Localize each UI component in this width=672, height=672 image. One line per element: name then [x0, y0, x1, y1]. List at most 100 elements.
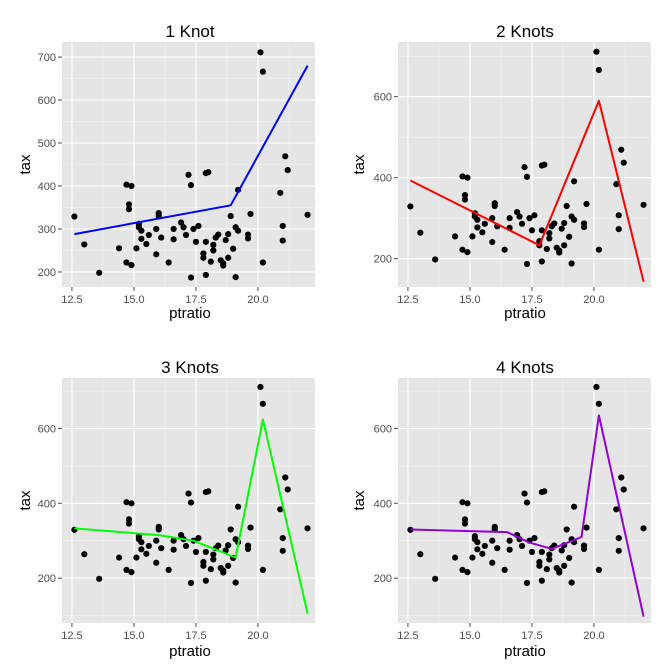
data-point — [528, 227, 536, 234]
data-point — [210, 247, 217, 254]
data-point — [407, 203, 414, 210]
data-point — [165, 566, 172, 573]
data-point — [259, 68, 267, 75]
x-axis-title: ptratio — [504, 643, 546, 660]
data-point — [489, 238, 496, 246]
data-point — [568, 260, 575, 267]
data-point — [561, 242, 568, 249]
data-point — [225, 254, 232, 261]
x-tick-label: 15.0 — [123, 294, 144, 306]
data-point — [556, 249, 563, 256]
data-point — [459, 566, 466, 573]
data-point — [187, 499, 195, 506]
data-point — [461, 516, 469, 523]
data-point — [506, 537, 513, 544]
data-point — [580, 542, 588, 549]
data-point — [123, 181, 130, 188]
data-point — [143, 240, 150, 248]
data-point — [561, 219, 568, 227]
data-point — [481, 220, 488, 227]
data-point — [546, 556, 553, 563]
x-tick-label: 15.0 — [123, 630, 144, 642]
data-point — [615, 212, 622, 219]
data-point — [277, 189, 284, 196]
data-point — [282, 153, 289, 160]
data-point — [202, 577, 209, 584]
data-point — [244, 231, 252, 238]
spline-fit-line — [410, 414, 645, 617]
y-tick-label: 600 — [38, 95, 56, 107]
data-point — [200, 254, 207, 261]
data-point — [232, 274, 239, 281]
data-point — [615, 547, 622, 554]
y-tick-label: 600 — [374, 92, 392, 104]
x-tick-label: 20.0 — [583, 294, 604, 306]
y-axis-title: tax — [17, 154, 34, 175]
data-point — [640, 201, 647, 208]
data-point — [247, 210, 254, 218]
x-tick-label: 17.5 — [521, 294, 542, 306]
data-point — [200, 558, 207, 566]
data-point — [125, 206, 133, 213]
data-point — [138, 227, 145, 234]
data-point — [613, 506, 620, 513]
data-point — [177, 219, 185, 226]
data-point — [123, 566, 130, 573]
y-tick-label: 600 — [374, 423, 392, 435]
data-point — [541, 488, 548, 495]
data-point — [494, 545, 501, 552]
chart-panel-4: 12.5 15.0 17.5 20.0 200 400 600 4 Knots ptratio t… — [351, 358, 651, 660]
data-point — [225, 231, 232, 238]
data-point — [551, 220, 558, 227]
data-point — [115, 245, 123, 252]
x-tick-label: 15.0 — [459, 630, 480, 642]
data-point — [595, 246, 603, 253]
data-point — [526, 215, 533, 222]
data-point — [595, 400, 603, 407]
y-axis-title: tax — [351, 490, 368, 511]
data-point — [123, 499, 130, 506]
data-point — [595, 66, 603, 74]
data-point — [481, 542, 488, 550]
data-point — [536, 558, 543, 566]
x-tick-label: 15.0 — [459, 294, 480, 306]
data-point — [135, 533, 142, 540]
y-tick-label: 400 — [38, 181, 56, 193]
data-point — [133, 554, 140, 561]
x-axis-title: ptratio — [504, 305, 546, 322]
data-point — [571, 216, 578, 223]
data-point — [432, 256, 439, 263]
data-point — [620, 159, 627, 166]
data-point — [235, 227, 242, 234]
x-tick-label: 20.0 — [583, 630, 604, 642]
data-point — [225, 542, 232, 549]
data-point — [284, 486, 291, 493]
data-point — [595, 566, 603, 573]
plot-title: 1 Knot — [165, 22, 214, 41]
data-point — [180, 224, 187, 231]
data-point — [190, 225, 197, 233]
y-tick-label: 400 — [374, 498, 392, 510]
data-point — [182, 542, 190, 550]
data-point — [558, 547, 565, 554]
data-point — [279, 222, 286, 230]
data-point — [583, 200, 590, 208]
data-point — [528, 548, 536, 556]
data-point — [518, 220, 526, 227]
data-point — [640, 525, 647, 532]
spline-fit-line — [74, 418, 309, 614]
data-point — [464, 249, 471, 256]
data-point — [81, 241, 88, 248]
data-point — [170, 546, 177, 553]
data-point — [618, 474, 625, 481]
data-point — [123, 259, 130, 266]
data-point — [613, 181, 620, 188]
data-point — [277, 506, 284, 513]
y-axis-title: tax — [351, 154, 368, 175]
data-point — [207, 566, 214, 573]
data-point — [566, 233, 573, 240]
data-point — [464, 174, 471, 181]
data-point — [155, 526, 162, 533]
data-point — [153, 559, 160, 566]
data-point — [489, 559, 496, 566]
